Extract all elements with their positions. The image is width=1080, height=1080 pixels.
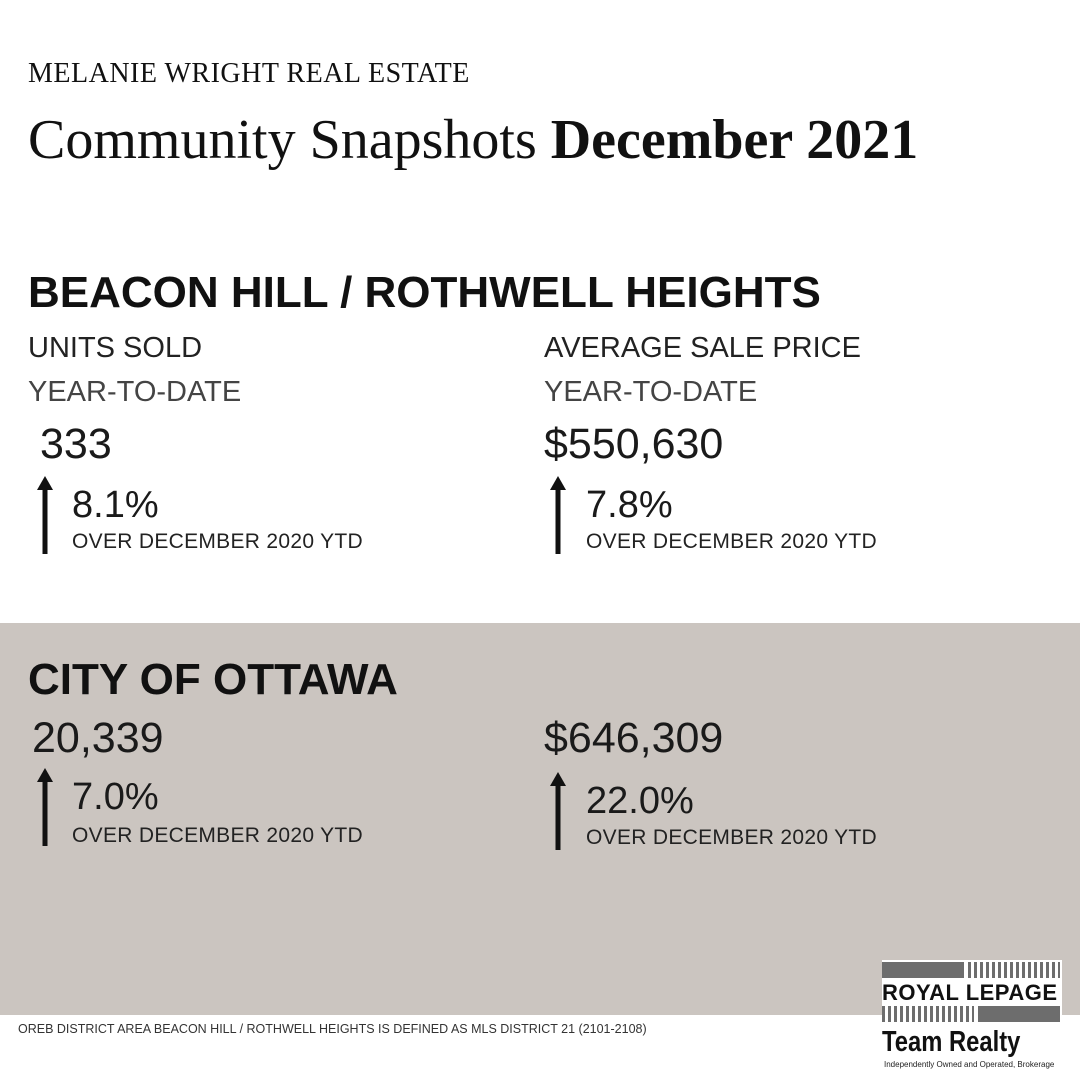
arrow-up-icon: [550, 772, 566, 850]
page-title: Community Snapshots December 2021: [28, 108, 918, 172]
logo-line2: Team Realty: [882, 1026, 1021, 1058]
city-units-comparison: OVER DECEMBER 2020 YTD: [72, 824, 363, 847]
units-comparison: OVER DECEMBER 2020 YTD: [72, 530, 363, 553]
logo-bar-icon: [882, 1006, 1060, 1022]
footnote: OREB DISTRICT AREA BEACON HILL / ROTHWEL…: [18, 1022, 647, 1036]
avg-price-label: AVERAGE SALE PRICE: [544, 332, 861, 364]
city-units-value: 20,339: [32, 714, 164, 762]
brand-name: MELANIE WRIGHT REAL ESTATE: [28, 58, 470, 89]
logo-bar-icon: [882, 962, 1060, 978]
units-sold-label: UNITS SOLD: [28, 332, 203, 364]
arrow-up-icon: [37, 476, 53, 554]
units-sold-value: 333: [40, 420, 112, 468]
title-regular: Community Snapshots: [28, 109, 551, 171]
city-title: CITY OF OTTAWA: [28, 655, 398, 704]
logo-line1: ROYAL LEPAGE: [882, 980, 1058, 1005]
city-price-change: 22.0%: [586, 780, 694, 822]
city-price-comparison: OVER DECEMBER 2020 YTD: [586, 826, 877, 849]
units-period-label: YEAR-TO-DATE: [28, 376, 242, 408]
price-comparison: OVER DECEMBER 2020 YTD: [586, 530, 877, 553]
neighbourhood-title: BEACON HILL / ROTHWELL HEIGHTS: [28, 268, 821, 317]
city-price-value: $646,309: [544, 714, 724, 762]
city-section-background: [0, 623, 1080, 1015]
title-date: December 2021: [550, 109, 919, 171]
logo-tagline: Independently Owned and Operated, Broker…: [884, 1060, 1055, 1069]
price-change: 7.8%: [586, 484, 673, 526]
price-period-label: YEAR-TO-DATE: [544, 376, 758, 408]
arrow-up-icon: [37, 768, 53, 846]
city-units-change: 7.0%: [72, 776, 159, 818]
avg-price-value: $550,630: [544, 420, 724, 468]
royal-lepage-logo: ROYAL LEPAGE Team Realty Independently O…: [882, 960, 1062, 1072]
units-change: 8.1%: [72, 484, 159, 526]
arrow-up-icon: [550, 476, 566, 554]
